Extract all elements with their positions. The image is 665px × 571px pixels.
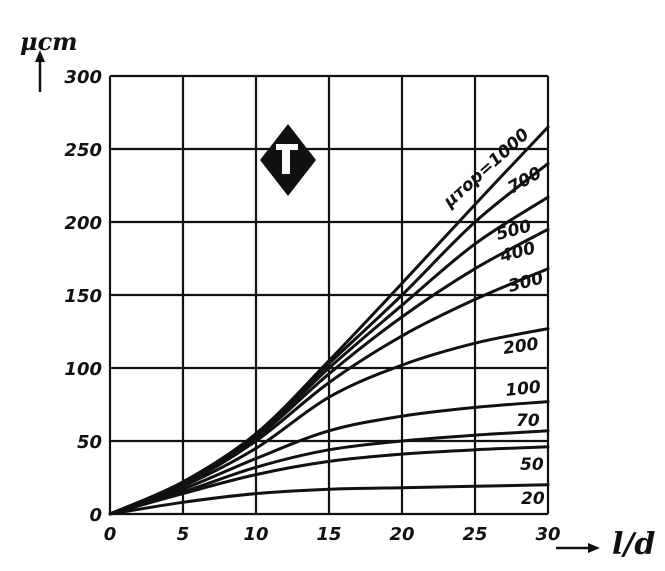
y-axis-arrow-icon: [35, 50, 45, 92]
curve-label: 100: [504, 377, 542, 401]
curve-series: [108, 400, 550, 516]
y-tick-label: 200: [64, 213, 102, 234]
x-tick-label: 10: [243, 524, 268, 545]
y-axis-ticks: 0 50 100 150 200 250 300: [64, 67, 102, 526]
diamond-symbol-icon: [260, 124, 316, 196]
curve-label: 300: [506, 268, 546, 297]
x-tick-label: 5: [177, 524, 190, 545]
curve-label: 200: [502, 334, 540, 359]
x-axis-label: l/d: [612, 527, 655, 562]
curves: [108, 125, 550, 516]
x-tick-label: 20: [389, 524, 414, 545]
curve-series: [108, 445, 550, 516]
y-tick-label: 100: [64, 359, 102, 380]
curve-label: 70: [516, 411, 540, 431]
y-tick-label: 50: [77, 432, 102, 453]
curve-label: 50: [520, 455, 544, 475]
y-tick-label: 250: [64, 140, 102, 161]
y-axis-label: μст: [20, 27, 78, 56]
y-tick-label: 150: [64, 286, 102, 307]
y-tick-label: 0: [89, 505, 102, 526]
curve-series: [108, 483, 550, 516]
y-tick-label: 300: [64, 67, 102, 88]
curve-label: μтор=1000: [439, 125, 533, 213]
x-tick-label: 25: [462, 524, 487, 545]
x-tick-label: 0: [104, 524, 117, 545]
x-axis-arrow-icon: [556, 543, 600, 553]
curve-series: [108, 327, 550, 516]
x-axis-ticks: 0 5 10 15 20 25 30: [104, 524, 561, 545]
x-tick-label: 15: [316, 524, 341, 545]
x-tick-label: 30: [535, 524, 560, 545]
curve-label: 20: [521, 489, 545, 509]
